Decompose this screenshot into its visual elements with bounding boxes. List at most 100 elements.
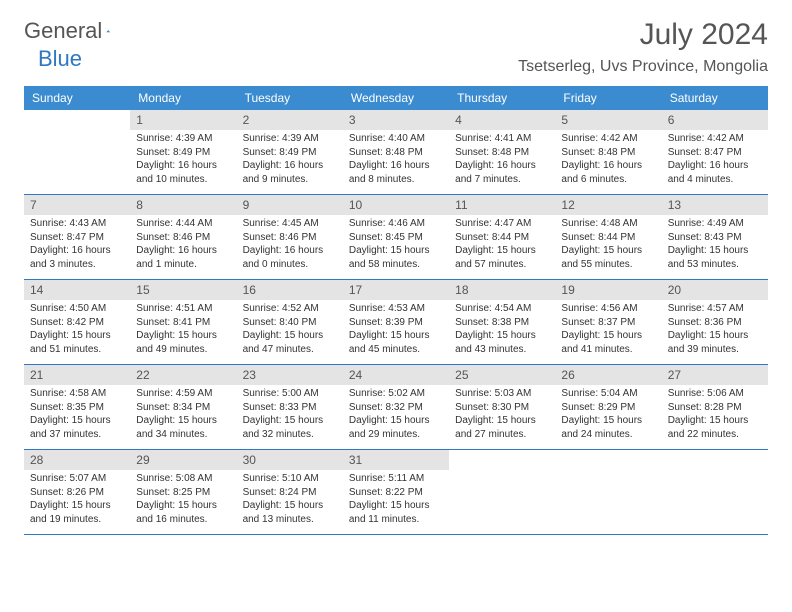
brand-logo: General bbox=[24, 18, 132, 44]
day-sunset: Sunset: 8:29 PM bbox=[561, 401, 655, 415]
day-daylight2: and 49 minutes. bbox=[136, 343, 230, 357]
day-daylight1: Daylight: 16 hours bbox=[136, 244, 230, 258]
day-daylight2: and 24 minutes. bbox=[561, 428, 655, 442]
day-number: 7 bbox=[24, 195, 130, 215]
logo-sail-icon bbox=[106, 22, 110, 40]
calendar-cell: 7Sunrise: 4:43 AMSunset: 8:47 PMDaylight… bbox=[24, 195, 130, 279]
day-sunrise: Sunrise: 4:48 AM bbox=[561, 217, 655, 231]
day-sunset: Sunset: 8:46 PM bbox=[243, 231, 337, 245]
day-daylight1: Daylight: 15 hours bbox=[561, 329, 655, 343]
day-sunrise: Sunrise: 4:44 AM bbox=[136, 217, 230, 231]
day-daylight1: Daylight: 15 hours bbox=[455, 244, 549, 258]
day-daylight1: Daylight: 15 hours bbox=[561, 244, 655, 258]
day-details: Sunrise: 4:41 AMSunset: 8:48 PMDaylight:… bbox=[449, 130, 555, 192]
day-sunrise: Sunrise: 4:47 AM bbox=[455, 217, 549, 231]
day-daylight2: and 45 minutes. bbox=[349, 343, 443, 357]
day-daylight1: Daylight: 15 hours bbox=[30, 329, 124, 343]
calendar-cell: 11Sunrise: 4:47 AMSunset: 8:44 PMDayligh… bbox=[449, 195, 555, 279]
calendar-cell: 2Sunrise: 4:39 AMSunset: 8:49 PMDaylight… bbox=[237, 110, 343, 194]
day-daylight2: and 55 minutes. bbox=[561, 258, 655, 272]
day-number: 23 bbox=[237, 365, 343, 385]
day-sunset: Sunset: 8:44 PM bbox=[561, 231, 655, 245]
day-sunset: Sunset: 8:45 PM bbox=[349, 231, 443, 245]
day-number: 26 bbox=[555, 365, 661, 385]
calendar-page: General July 2024 Tsetserleg, Uvs Provin… bbox=[0, 0, 792, 553]
calendar-cell: 5Sunrise: 4:42 AMSunset: 8:48 PMDaylight… bbox=[555, 110, 661, 194]
day-sunset: Sunset: 8:36 PM bbox=[668, 316, 762, 330]
calendar-week: 28Sunrise: 5:07 AMSunset: 8:26 PMDayligh… bbox=[24, 450, 768, 535]
calendar-cell: 25Sunrise: 5:03 AMSunset: 8:30 PMDayligh… bbox=[449, 365, 555, 449]
day-number: 24 bbox=[343, 365, 449, 385]
day-sunrise: Sunrise: 4:45 AM bbox=[243, 217, 337, 231]
day-sunrise: Sunrise: 4:42 AM bbox=[668, 132, 762, 146]
day-daylight2: and 39 minutes. bbox=[668, 343, 762, 357]
day-sunset: Sunset: 8:48 PM bbox=[455, 146, 549, 160]
day-details: Sunrise: 4:50 AMSunset: 8:42 PMDaylight:… bbox=[24, 300, 130, 362]
calendar-cell: 30Sunrise: 5:10 AMSunset: 8:24 PMDayligh… bbox=[237, 450, 343, 534]
day-number: 25 bbox=[449, 365, 555, 385]
day-sunrise: Sunrise: 4:50 AM bbox=[30, 302, 124, 316]
day-daylight2: and 32 minutes. bbox=[243, 428, 337, 442]
day-sunset: Sunset: 8:48 PM bbox=[349, 146, 443, 160]
calendar-cell: 1Sunrise: 4:39 AMSunset: 8:49 PMDaylight… bbox=[130, 110, 236, 194]
day-sunset: Sunset: 8:40 PM bbox=[243, 316, 337, 330]
day-sunset: Sunset: 8:41 PM bbox=[136, 316, 230, 330]
day-details: Sunrise: 4:39 AMSunset: 8:49 PMDaylight:… bbox=[237, 130, 343, 192]
day-daylight1: Daylight: 16 hours bbox=[136, 159, 230, 173]
day-daylight2: and 6 minutes. bbox=[561, 173, 655, 187]
day-daylight2: and 10 minutes. bbox=[136, 173, 230, 187]
day-number: 12 bbox=[555, 195, 661, 215]
day-sunrise: Sunrise: 4:42 AM bbox=[561, 132, 655, 146]
day-details: Sunrise: 4:57 AMSunset: 8:36 PMDaylight:… bbox=[662, 300, 768, 362]
day-number: 13 bbox=[662, 195, 768, 215]
day-details: Sunrise: 4:46 AMSunset: 8:45 PMDaylight:… bbox=[343, 215, 449, 277]
weekday-thu: Thursday bbox=[449, 86, 555, 110]
day-sunrise: Sunrise: 5:10 AM bbox=[243, 472, 337, 486]
day-details: Sunrise: 4:40 AMSunset: 8:48 PMDaylight:… bbox=[343, 130, 449, 192]
day-sunset: Sunset: 8:47 PM bbox=[30, 231, 124, 245]
day-number: 8 bbox=[130, 195, 236, 215]
calendar-cell: 26Sunrise: 5:04 AMSunset: 8:29 PMDayligh… bbox=[555, 365, 661, 449]
title-block: July 2024 Tsetserleg, Uvs Province, Mong… bbox=[518, 18, 768, 76]
calendar-cell: 27Sunrise: 5:06 AMSunset: 8:28 PMDayligh… bbox=[662, 365, 768, 449]
day-details: Sunrise: 4:49 AMSunset: 8:43 PMDaylight:… bbox=[662, 215, 768, 277]
calendar-cell: 20Sunrise: 4:57 AMSunset: 8:36 PMDayligh… bbox=[662, 280, 768, 364]
day-sunrise: Sunrise: 4:59 AM bbox=[136, 387, 230, 401]
day-sunrise: Sunrise: 4:52 AM bbox=[243, 302, 337, 316]
day-number: 6 bbox=[662, 110, 768, 130]
calendar-cell: 31Sunrise: 5:11 AMSunset: 8:22 PMDayligh… bbox=[343, 450, 449, 534]
calendar-cell: 15Sunrise: 4:51 AMSunset: 8:41 PMDayligh… bbox=[130, 280, 236, 364]
weekday-header: Sunday Monday Tuesday Wednesday Thursday… bbox=[24, 86, 768, 110]
day-sunrise: Sunrise: 4:51 AM bbox=[136, 302, 230, 316]
calendar-cell: 9Sunrise: 4:45 AMSunset: 8:46 PMDaylight… bbox=[237, 195, 343, 279]
calendar-cell: 24Sunrise: 5:02 AMSunset: 8:32 PMDayligh… bbox=[343, 365, 449, 449]
day-sunrise: Sunrise: 4:54 AM bbox=[455, 302, 549, 316]
day-sunrise: Sunrise: 5:08 AM bbox=[136, 472, 230, 486]
calendar-cell: 6Sunrise: 4:42 AMSunset: 8:47 PMDaylight… bbox=[662, 110, 768, 194]
day-daylight1: Daylight: 15 hours bbox=[136, 329, 230, 343]
day-daylight2: and 8 minutes. bbox=[349, 173, 443, 187]
day-number: 1 bbox=[130, 110, 236, 130]
day-daylight1: Daylight: 16 hours bbox=[243, 244, 337, 258]
day-daylight1: Daylight: 16 hours bbox=[243, 159, 337, 173]
day-sunset: Sunset: 8:33 PM bbox=[243, 401, 337, 415]
calendar-cell bbox=[24, 110, 130, 194]
day-daylight1: Daylight: 16 hours bbox=[349, 159, 443, 173]
day-daylight1: Daylight: 15 hours bbox=[349, 499, 443, 513]
weekday-mon: Monday bbox=[130, 86, 236, 110]
day-number: 16 bbox=[237, 280, 343, 300]
day-sunset: Sunset: 8:26 PM bbox=[30, 486, 124, 500]
day-details: Sunrise: 5:02 AMSunset: 8:32 PMDaylight:… bbox=[343, 385, 449, 447]
day-daylight1: Daylight: 16 hours bbox=[561, 159, 655, 173]
weekday-tue: Tuesday bbox=[237, 86, 343, 110]
calendar-cell: 16Sunrise: 4:52 AMSunset: 8:40 PMDayligh… bbox=[237, 280, 343, 364]
day-sunrise: Sunrise: 4:56 AM bbox=[561, 302, 655, 316]
location-text: Tsetserleg, Uvs Province, Mongolia bbox=[518, 58, 768, 76]
day-sunrise: Sunrise: 4:40 AM bbox=[349, 132, 443, 146]
day-sunset: Sunset: 8:28 PM bbox=[668, 401, 762, 415]
day-daylight2: and 47 minutes. bbox=[243, 343, 337, 357]
day-number: 11 bbox=[449, 195, 555, 215]
calendar-cell: 28Sunrise: 5:07 AMSunset: 8:26 PMDayligh… bbox=[24, 450, 130, 534]
day-details: Sunrise: 4:51 AMSunset: 8:41 PMDaylight:… bbox=[130, 300, 236, 362]
day-details: Sunrise: 5:00 AMSunset: 8:33 PMDaylight:… bbox=[237, 385, 343, 447]
